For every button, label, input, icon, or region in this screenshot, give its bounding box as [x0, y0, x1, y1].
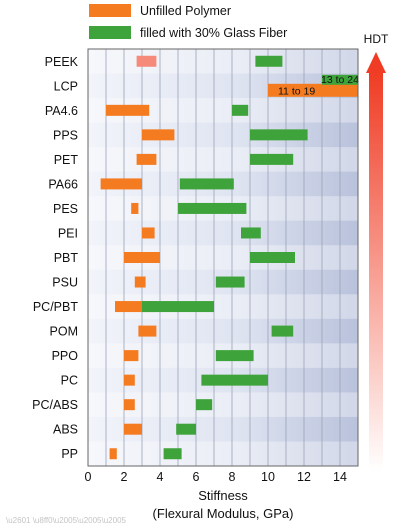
x-tick-label: 0	[85, 470, 92, 484]
category-label: PC/ABS	[32, 398, 78, 412]
bar-glass-fiber	[322, 74, 358, 85]
bar-glass-fiber	[271, 325, 294, 337]
bar-unfilled	[142, 129, 175, 141]
bar-unfilled	[268, 83, 358, 97]
bar-glass-fiber	[179, 178, 234, 190]
bar-glass-fiber	[250, 153, 294, 165]
category-label: PPS	[53, 128, 78, 142]
bar-unfilled	[124, 423, 142, 435]
bar-glass-fiber	[196, 399, 213, 411]
bar-glass-fiber	[250, 252, 295, 263]
bar-unfilled	[138, 325, 157, 337]
category-label: PEEK	[45, 55, 79, 69]
bar-unfilled	[100, 178, 142, 190]
category-label: PEI	[58, 226, 78, 240]
bar-unfilled	[124, 399, 135, 411]
bar-unfilled	[134, 276, 146, 288]
bar-glass-fiber	[163, 448, 182, 460]
bar-glass-fiber	[215, 350, 254, 362]
bar-glass-fiber	[215, 276, 245, 288]
row-band	[88, 147, 358, 172]
category-labels: PEEK LCP PA4.6 PPS PET PA66 PES PEI PBT PSU PC/PBT…	[32, 55, 79, 461]
bar-unfilled	[124, 374, 135, 386]
bar-unfilled	[106, 104, 150, 116]
category-label: PA4.6	[45, 104, 78, 118]
x-tick-labels: 0 2 4 6 8 10 12 14	[85, 470, 347, 484]
x-tick-label: 12	[297, 470, 311, 484]
row-band	[88, 441, 358, 466]
bar-unfilled	[124, 252, 160, 263]
legend-label-unfilled: Unfilled Polymer	[140, 4, 231, 18]
category-label: POM	[50, 325, 78, 339]
category-label: LCP	[54, 79, 78, 93]
row-band	[88, 49, 358, 74]
bar-glass-fiber	[250, 129, 308, 141]
bar-unfilled	[136, 55, 157, 67]
bar-annotation: 11 to 19	[278, 85, 315, 97]
bar-glass-fiber	[232, 104, 249, 116]
x-tick-label: 10	[261, 470, 275, 484]
bar-annotation: 13 to 24	[321, 74, 359, 86]
x-axis-title-line2: (Flexural Modulus, GPa)	[153, 506, 294, 521]
bar-glass-fiber	[142, 301, 214, 313]
x-tick-label: 14	[333, 470, 347, 484]
bars-group: 11 to 19 13 to 24	[100, 55, 359, 460]
legend-label-glass-fiber: filled with 30% Glass Fiber	[140, 26, 287, 40]
bar-unfilled	[124, 350, 139, 362]
x-tick-label: 8	[229, 470, 236, 484]
x-tick-label: 2	[121, 470, 128, 484]
hdt-arrow-shaft	[369, 72, 383, 472]
bar-glass-fiber	[255, 55, 283, 67]
legend-swatch-glass-fiber	[89, 26, 131, 39]
hdt-arrow-head	[366, 52, 386, 73]
x-axis-title-line1: Stiffness	[198, 488, 248, 503]
category-label: PP	[61, 447, 78, 461]
category-label: PET	[54, 153, 79, 167]
category-label: PC/PBT	[33, 300, 79, 314]
category-label: PBT	[54, 251, 79, 265]
bar-unfilled	[136, 153, 157, 165]
bar-glass-fiber	[201, 374, 268, 386]
hdt-label: HDT	[364, 32, 389, 46]
bar-glass-fiber	[241, 227, 261, 239]
bar-glass-fiber	[178, 202, 247, 214]
watermark: \u2601 \u8ff0\u2005\u2005\u2005	[6, 516, 127, 525]
category-label: PES	[53, 202, 78, 216]
bar-glass-fiber	[176, 423, 196, 435]
category-label: PSU	[52, 276, 78, 290]
category-label: PA66	[48, 177, 78, 191]
x-tick-label: 4	[157, 470, 164, 484]
x-tick-label: 6	[193, 470, 200, 484]
bar-unfilled	[115, 301, 157, 313]
category-label: PPO	[52, 349, 79, 363]
bar-unfilled	[109, 448, 117, 460]
legend-swatch-unfilled	[89, 4, 131, 17]
plot-frame	[87, 48, 359, 467]
category-label: PC	[61, 374, 78, 388]
bar-unfilled	[131, 202, 139, 214]
category-label: ABS	[53, 423, 78, 437]
bar-unfilled	[142, 227, 155, 239]
